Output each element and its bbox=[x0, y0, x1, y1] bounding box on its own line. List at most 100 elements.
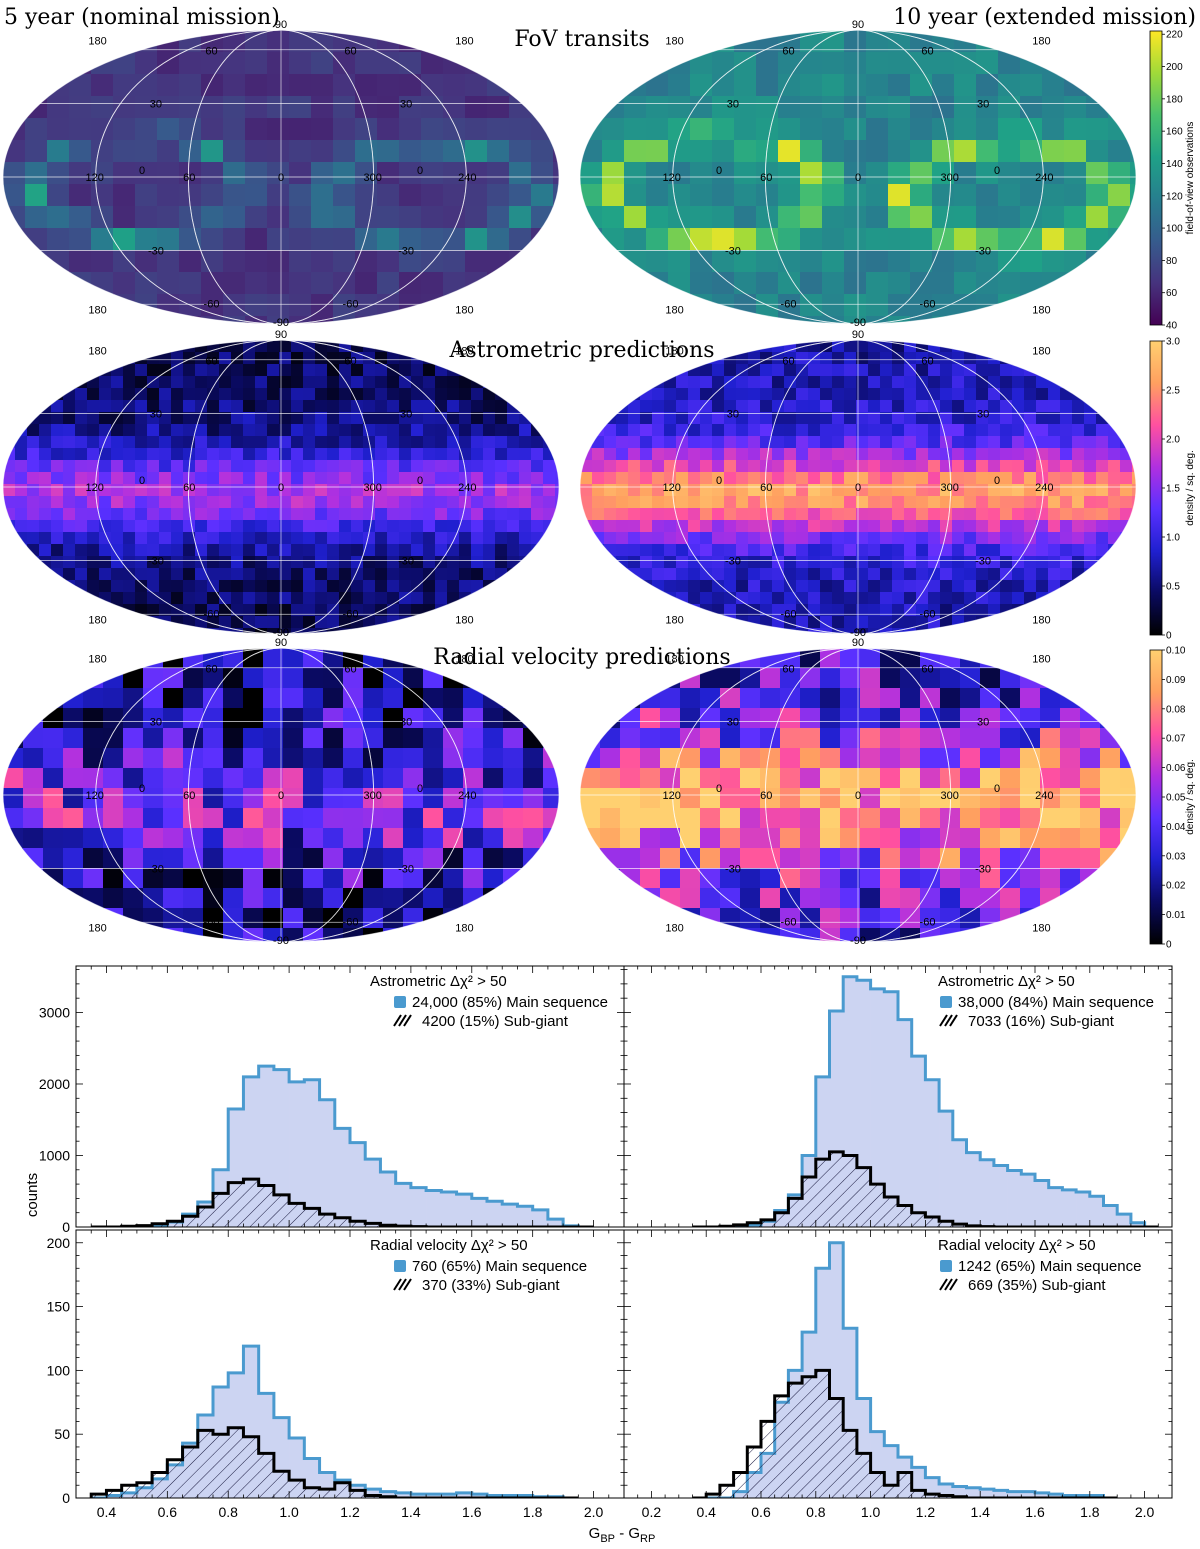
main-sequence-outline bbox=[692, 975, 1159, 1227]
lat-label-30: 30 bbox=[150, 409, 162, 421]
sub-giant-bar bbox=[228, 1427, 244, 1498]
sky-map-0-nominal bbox=[3, 30, 559, 324]
sub-giant-bar bbox=[719, 1485, 734, 1498]
sub-giant-bar bbox=[843, 1155, 858, 1227]
lon-label-180: 180 bbox=[88, 305, 106, 317]
sub-giant-bar bbox=[788, 1198, 803, 1227]
main-sequence-bar bbox=[410, 1187, 427, 1227]
lat-label-90: 90 bbox=[275, 329, 287, 341]
main-sequence-bar bbox=[1007, 1170, 1022, 1227]
lat-label-30: 30 bbox=[727, 99, 739, 111]
lon-label-180: 180 bbox=[1032, 36, 1050, 48]
main-sequence-bar bbox=[884, 991, 899, 1227]
colorbar-tick-label: 0.10 bbox=[1166, 646, 1186, 657]
colorbar-tick-label: 60 bbox=[1166, 288, 1178, 299]
lon-label-300: 300 bbox=[364, 790, 382, 802]
main-sequence-bar bbox=[1062, 1189, 1077, 1227]
lon-label-120: 120 bbox=[663, 172, 681, 184]
colorbar-2 bbox=[1149, 649, 1163, 945]
lat-label--60: -60 bbox=[781, 916, 797, 928]
lon-label-120: 120 bbox=[86, 172, 104, 184]
lon-label-180: 180 bbox=[88, 654, 106, 666]
lat-label-30: 30 bbox=[400, 717, 412, 729]
lon-label-180: 180 bbox=[455, 654, 473, 666]
main-sequence-bar bbox=[1117, 1214, 1132, 1227]
grid-labels: 90 -90 30 30 -30 -30 60 60 -60 -60 0 0 120 60 0 300 240 1… bbox=[86, 329, 477, 639]
legend-swatch-main-sequence bbox=[940, 1260, 952, 1272]
lat-label--30: -30 bbox=[148, 864, 164, 876]
lon-label-60: 60 bbox=[760, 790, 772, 802]
main-sequence-bar bbox=[898, 1019, 912, 1227]
colorbar-tick-label: 160 bbox=[1166, 127, 1183, 138]
lat-label-0: 0 bbox=[994, 165, 1000, 177]
lat-label--60: -60 bbox=[204, 298, 220, 310]
main-sequence-bar bbox=[365, 1489, 381, 1498]
legend-title: Radial velocity Δχ² > 50 bbox=[370, 1237, 528, 1254]
lat-label-60: 60 bbox=[205, 356, 217, 368]
colorbar-tick-label: 3.0 bbox=[1166, 337, 1180, 348]
sub-giant-bar bbox=[350, 1221, 366, 1227]
sub-giant-bar bbox=[815, 1159, 830, 1227]
main-sequence-bar bbox=[1035, 1180, 1049, 1227]
lat-label-60: 60 bbox=[205, 46, 217, 58]
sub-giant-outline bbox=[89, 1426, 579, 1498]
main-sequence-bar bbox=[395, 1183, 412, 1227]
main-sequence-bar bbox=[1103, 1205, 1118, 1227]
y-tick-label: 3000 bbox=[39, 1004, 70, 1020]
lat-label-90: 90 bbox=[852, 637, 864, 649]
radial-velocity-predictions-title: Radial velocity predictions bbox=[433, 645, 730, 670]
lon-label-120: 120 bbox=[663, 482, 681, 494]
sub-giant-bar bbox=[228, 1182, 244, 1227]
sub-giant-bar bbox=[182, 1216, 199, 1227]
lat-label-0: 0 bbox=[417, 475, 423, 487]
lon-label-240: 240 bbox=[1035, 172, 1053, 184]
x-tick-label: 0.2 bbox=[642, 1504, 662, 1520]
lat-label--60: -60 bbox=[343, 916, 359, 928]
main-sequence-bar bbox=[441, 1191, 457, 1227]
lat-label-0: 0 bbox=[716, 165, 722, 177]
colorbar-0 bbox=[1149, 30, 1163, 326]
lon-label-120: 120 bbox=[86, 790, 104, 802]
lat-label--60: -60 bbox=[204, 608, 220, 620]
x-tick-label: 2.0 bbox=[584, 1504, 604, 1520]
colorbars: 40 60 80 100 120 140 160 180 200 220 field-of-view… bbox=[1149, 30, 1196, 951]
sub-giant-bar bbox=[258, 1453, 275, 1498]
lon-label-60: 60 bbox=[183, 482, 195, 494]
lat-label-60: 60 bbox=[782, 664, 794, 676]
lat-label--30: -30 bbox=[975, 556, 991, 568]
lon-label-180: 180 bbox=[455, 615, 473, 627]
lon-label-180: 180 bbox=[1032, 654, 1050, 666]
sub-giant-bar bbox=[258, 1185, 275, 1227]
lat-label--90: -90 bbox=[273, 935, 289, 947]
colorbar-tick-label: 80 bbox=[1166, 256, 1178, 267]
lat-label-90: 90 bbox=[275, 637, 287, 649]
colorbar-1 bbox=[1149, 340, 1163, 636]
sub-giant-bar bbox=[733, 1472, 748, 1498]
sub-giant-bar bbox=[152, 1223, 168, 1227]
x-tick-label: 1.0 bbox=[279, 1504, 299, 1520]
lat-label--30: -30 bbox=[725, 556, 741, 568]
lat-label-30: 30 bbox=[150, 717, 162, 729]
main-sequence-bar bbox=[547, 1219, 564, 1227]
lat-label--90: -90 bbox=[850, 627, 866, 639]
lon-label-180: 180 bbox=[1032, 346, 1050, 358]
sub-giant-bar bbox=[815, 1370, 830, 1498]
x-tick-label: 1.6 bbox=[462, 1504, 482, 1520]
lon-label-60: 60 bbox=[760, 172, 772, 184]
histogram-top-left: 0 1000 2000 3000 Astrometric Δχ² > 50 24,000 … bbox=[39, 965, 625, 1235]
lon-label-120: 120 bbox=[86, 482, 104, 494]
x-tick-label: 0.8 bbox=[218, 1504, 238, 1520]
lat-label-90: 90 bbox=[275, 19, 287, 31]
lon-label-180: 180 bbox=[88, 36, 106, 48]
lat-label--60: -60 bbox=[920, 298, 936, 310]
x-tick-label: 1.8 bbox=[523, 1504, 543, 1520]
sub-giant-bar bbox=[925, 1216, 940, 1227]
lat-label--30: -30 bbox=[398, 556, 414, 568]
lat-label-0: 0 bbox=[417, 783, 423, 795]
histogram-bottom-right: 0.2 0.4 0.6 0.8 1.0 1.2 1.4 1.6 1.8 2.0 Radial vel… bbox=[623, 1229, 1173, 1520]
grid-labels: 90 -90 30 30 -30 -30 60 60 -60 -60 0 0 120 60 0 300 240 1… bbox=[86, 19, 477, 329]
sub-giant-bar bbox=[319, 1489, 336, 1498]
legend-sub-giant: 669 (35%) Sub-giant bbox=[968, 1277, 1106, 1294]
sub-giant-bar bbox=[121, 1485, 138, 1498]
